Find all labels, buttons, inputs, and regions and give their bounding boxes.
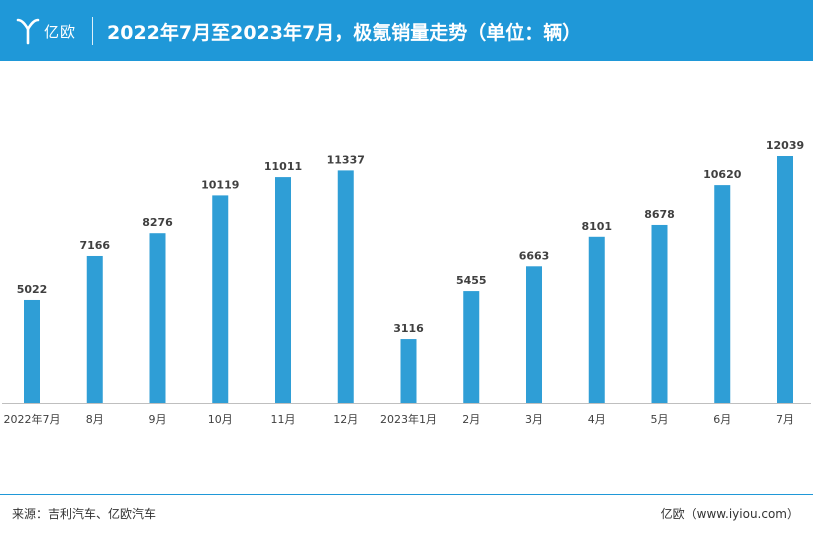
value-labels-layer: 5022 7166 8276 10119 11011 11337 3116 5455 6663 8… [17,139,804,335]
bar-chart: 5022 7166 8276 10119 11011 11337 3116 5455 6663 8… [2,139,811,426]
x-tick-label-12: 6月 [713,413,731,426]
x-tick-labels-layer: 2022年7月 8月 9月 10月 11月 12月 2023年1月 2月 3月 4月 5月 6月 7月 [4,412,795,426]
footer-divider [0,494,813,495]
bar-7 [400,339,417,403]
value-label-11: 8678 [644,208,675,221]
value-label-13: 12039 [766,139,804,152]
bar-8 [463,291,480,403]
bar-12 [714,185,731,403]
bar-11 [651,224,668,403]
bar-9 [526,266,542,403]
value-label-5: 11011 [264,160,302,173]
value-label-4: 10119 [201,178,239,191]
header-divider [92,17,93,45]
value-label-10: 8101 [581,220,612,233]
bar-3 [149,233,166,403]
logo: 亿欧 [16,14,76,48]
value-label-2: 7166 [79,239,110,252]
x-tick-label-9: 3月 [525,413,543,426]
x-tick-label-7: 2023年1月 [380,412,437,426]
bar-10 [588,236,605,403]
bar-1 [24,299,40,403]
value-label-7: 3116 [393,322,424,335]
header-bar: 亿欧 2022年7月至2023年7月，极氪销量走势（单位：辆） [0,0,813,61]
x-tick-label-4: 10月 [208,413,233,426]
value-label-8: 5455 [456,274,487,287]
x-tick-label-3: 9月 [149,413,167,426]
x-tick-label-2: 8月 [86,413,104,426]
brand-credit: 亿欧（www.iyiou.com） [660,507,799,521]
page-title: 2022年7月至2023年7月，极氪销量走势（单位：辆） [107,22,582,44]
bar-6 [337,170,354,403]
value-label-9: 6663 [519,249,550,262]
x-tick-label-6: 12月 [333,413,358,426]
value-label-1: 5022 [17,283,48,296]
x-tick-label-1: 2022年7月 [4,412,61,426]
source-note: 来源：吉利汽车、亿欧汽车 [12,507,157,521]
bars-layer [24,156,793,403]
x-tick-label-10: 4月 [588,413,606,426]
x-tick-label-11: 5月 [651,413,669,426]
bar-5 [275,177,291,403]
x-tick-label-8: 2月 [462,413,480,426]
yiou-logo-icon [16,18,40,45]
bar-13 [777,156,793,403]
value-label-3: 8276 [142,216,173,229]
x-tick-label-13: 7月 [776,413,794,426]
x-tick-label-5: 11月 [271,413,296,426]
bar-2 [86,255,103,403]
value-label-12: 10620 [703,168,742,181]
logo-text: 亿欧 [44,22,77,41]
bar-4 [212,195,229,403]
value-label-6: 11337 [327,153,365,166]
